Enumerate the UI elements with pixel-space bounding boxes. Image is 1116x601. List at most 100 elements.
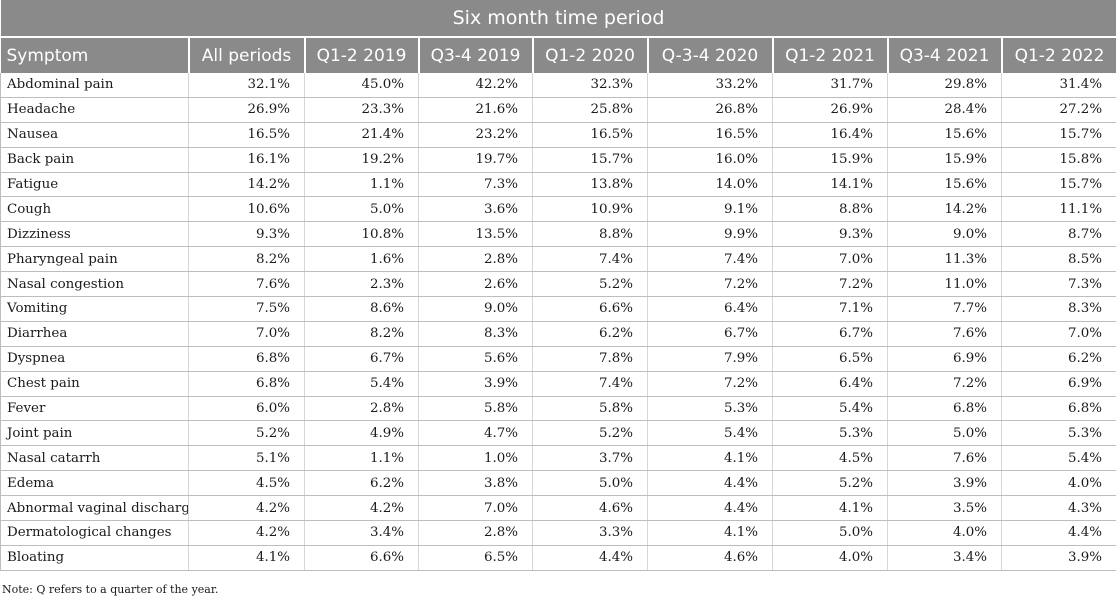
percentage-cell: 15.6% [887,172,1002,198]
percentage-cell: 2.3% [304,271,419,298]
percentage-cell: 7.2% [772,271,888,298]
percentage-cell: 16.4% [772,122,888,148]
percentage-cell: 6.5% [772,346,888,372]
percentage-cell: 6.4% [772,371,888,397]
table-row: Abdominal pain 32.1% 45.0% 42.2% 32.3% 33.2% 3… [0,73,1116,98]
column-header: Q-3-4 2020 [646,37,773,73]
percentage-cell: 4.4% [532,545,648,571]
percentage-cell: 7.3% [418,172,533,198]
percentage-cell: 2.6% [418,271,533,298]
table-row: Headache 26.9% 23.3% 21.6% 25.8% 26.8% 26.9% 28… [0,97,1116,123]
symptom-cell: Vomiting [0,296,189,322]
symptom-cell: Headache [0,97,189,123]
percentage-cell: 6.7% [772,321,888,347]
percentage-cell: 15.8% [1000,147,1116,173]
table-row: Nausea 16.5% 21.4% 23.2% 16.5% 16.5% 16.4% 15.6… [0,122,1116,148]
symptom-cell: Abnormal vaginal discharge [0,495,189,522]
percentage-cell: 3.5% [887,495,1002,522]
percentage-cell: 11.0% [887,271,1002,298]
percentage-cell: 26.9% [772,97,888,123]
percentage-cell: 8.2% [304,321,419,347]
percentage-cell: 5.3% [772,420,888,447]
percentage-cell: 11.3% [887,246,1002,273]
table-row: Vomiting 7.5% 8.6% 9.0% 6.6% 6.4% 7.1% 7.7% 8.3% [0,296,1116,322]
percentage-cell: 3.6% [418,196,533,223]
percentage-cell: 1.1% [304,445,419,472]
percentage-cell: 5.4% [647,420,773,447]
table-row: Dizziness 9.3% 10.8% 13.5% 8.8% 9.9% 9.3% 9.0% 8… [0,221,1116,248]
percentage-cell: 5.0% [772,520,888,546]
percentage-cell: 5.2% [188,420,305,447]
symptom-cell: Dizziness [0,221,189,248]
percentage-cell: 16.5% [647,122,773,148]
symptom-cell: Diarrhea [0,321,189,347]
percentage-cell: 7.4% [532,246,648,273]
percentage-cell: 9.0% [887,221,1002,248]
percentage-cell: 4.0% [887,520,1002,546]
symptom-cell: Dermatological changes [0,520,189,546]
percentage-cell: 6.4% [647,296,773,322]
percentage-cell: 7.7% [887,296,1002,322]
percentage-cell: 5.0% [887,420,1002,447]
percentage-cell: 4.3% [1000,495,1116,522]
table-row: Dyspnea 6.8% 6.7% 5.6% 7.8% 7.9% 6.5% 6.9% 6.2% [0,346,1116,372]
percentage-cell: 26.9% [188,97,305,123]
percentage-cell: 3.9% [418,371,533,397]
percentage-cell: 5.3% [1000,420,1116,447]
symptom-cell: Chest pain [0,371,189,397]
percentage-cell: 19.7% [418,147,533,173]
percentage-cell: 6.9% [887,346,1002,372]
percentage-cell: 10.6% [188,196,305,223]
table-row: Joint pain 5.2% 4.9% 4.7% 5.2% 5.4% 5.3% 5.0% 5.… [0,420,1116,447]
percentage-cell: 4.7% [418,420,533,447]
symptom-cell: Nasal congestion [0,271,189,298]
percentage-cell: 28.4% [887,97,1002,123]
table-row: Diarrhea 7.0% 8.2% 8.3% 6.2% 6.7% 6.7% 7.6% 7.0% [0,321,1116,347]
column-header-symptom: Symptom [0,37,189,73]
percentage-cell: 2.8% [304,396,419,422]
percentage-cell: 7.4% [647,246,773,273]
percentage-cell: 7.2% [647,371,773,397]
percentage-cell: 5.2% [772,470,888,497]
table-row: Pharyngeal pain 8.2% 1.6% 2.8% 7.4% 7.4% 7.0% 1… [0,246,1116,273]
percentage-cell: 6.7% [304,346,419,372]
percentage-cell: 4.4% [1000,520,1116,546]
percentage-cell: 4.5% [772,445,888,472]
column-header: All periods [187,37,305,73]
percentage-cell: 6.6% [532,296,648,322]
percentage-cell: 6.5% [418,545,533,571]
percentage-cell: 9.3% [772,221,888,248]
percentage-cell: 4.5% [188,470,305,497]
table-row: Dermatological changes 4.2% 3.4% 2.8% 3.3% 4.… [0,520,1116,546]
percentage-cell: 16.0% [647,147,773,173]
table-row: Abnormal vaginal discharge 4.2% 4.2% 7.0% 4.… [0,495,1116,522]
symptom-cell: Pharyngeal pain [0,246,189,273]
symptom-cell: Dyspnea [0,346,189,372]
percentage-cell: 3.9% [1000,545,1116,571]
percentage-cell: 6.0% [188,396,305,422]
percentage-cell: 3.3% [532,520,648,546]
symptom-cell: Nausea [0,122,189,148]
percentage-cell: 29.8% [887,73,1002,98]
table-row: Bloating 4.1% 6.6% 6.5% 4.4% 4.6% 4.0% 3.4% 3.9% [0,545,1116,571]
percentage-cell: 1.1% [304,172,419,198]
percentage-cell: 6.8% [188,346,305,372]
percentage-cell: 33.2% [647,73,773,98]
percentage-cell: 7.5% [188,296,305,322]
symptom-cell: Fatigue [0,172,189,198]
table-row: Nasal congestion 7.6% 2.3% 2.6% 5.2% 7.2% 7.2%… [0,271,1116,298]
symptom-table: Six month time period Symptom All periods… [0,0,1116,571]
percentage-cell: 7.6% [887,321,1002,347]
column-header: Q1-2 2019 [303,37,419,73]
percentage-cell: 27.2% [1000,97,1116,123]
percentage-cell: 8.3% [1000,296,1116,322]
percentage-cell: 5.2% [532,271,648,298]
percentage-cell: 6.2% [1000,346,1116,372]
percentage-cell: 7.0% [1000,321,1116,347]
percentage-cell: 14.2% [188,172,305,198]
percentage-cell: 2.8% [418,520,533,546]
percentage-cell: 6.8% [188,371,305,397]
percentage-cell: 7.4% [532,371,648,397]
percentage-cell: 5.4% [772,396,888,422]
percentage-cell: 8.5% [1000,246,1116,273]
